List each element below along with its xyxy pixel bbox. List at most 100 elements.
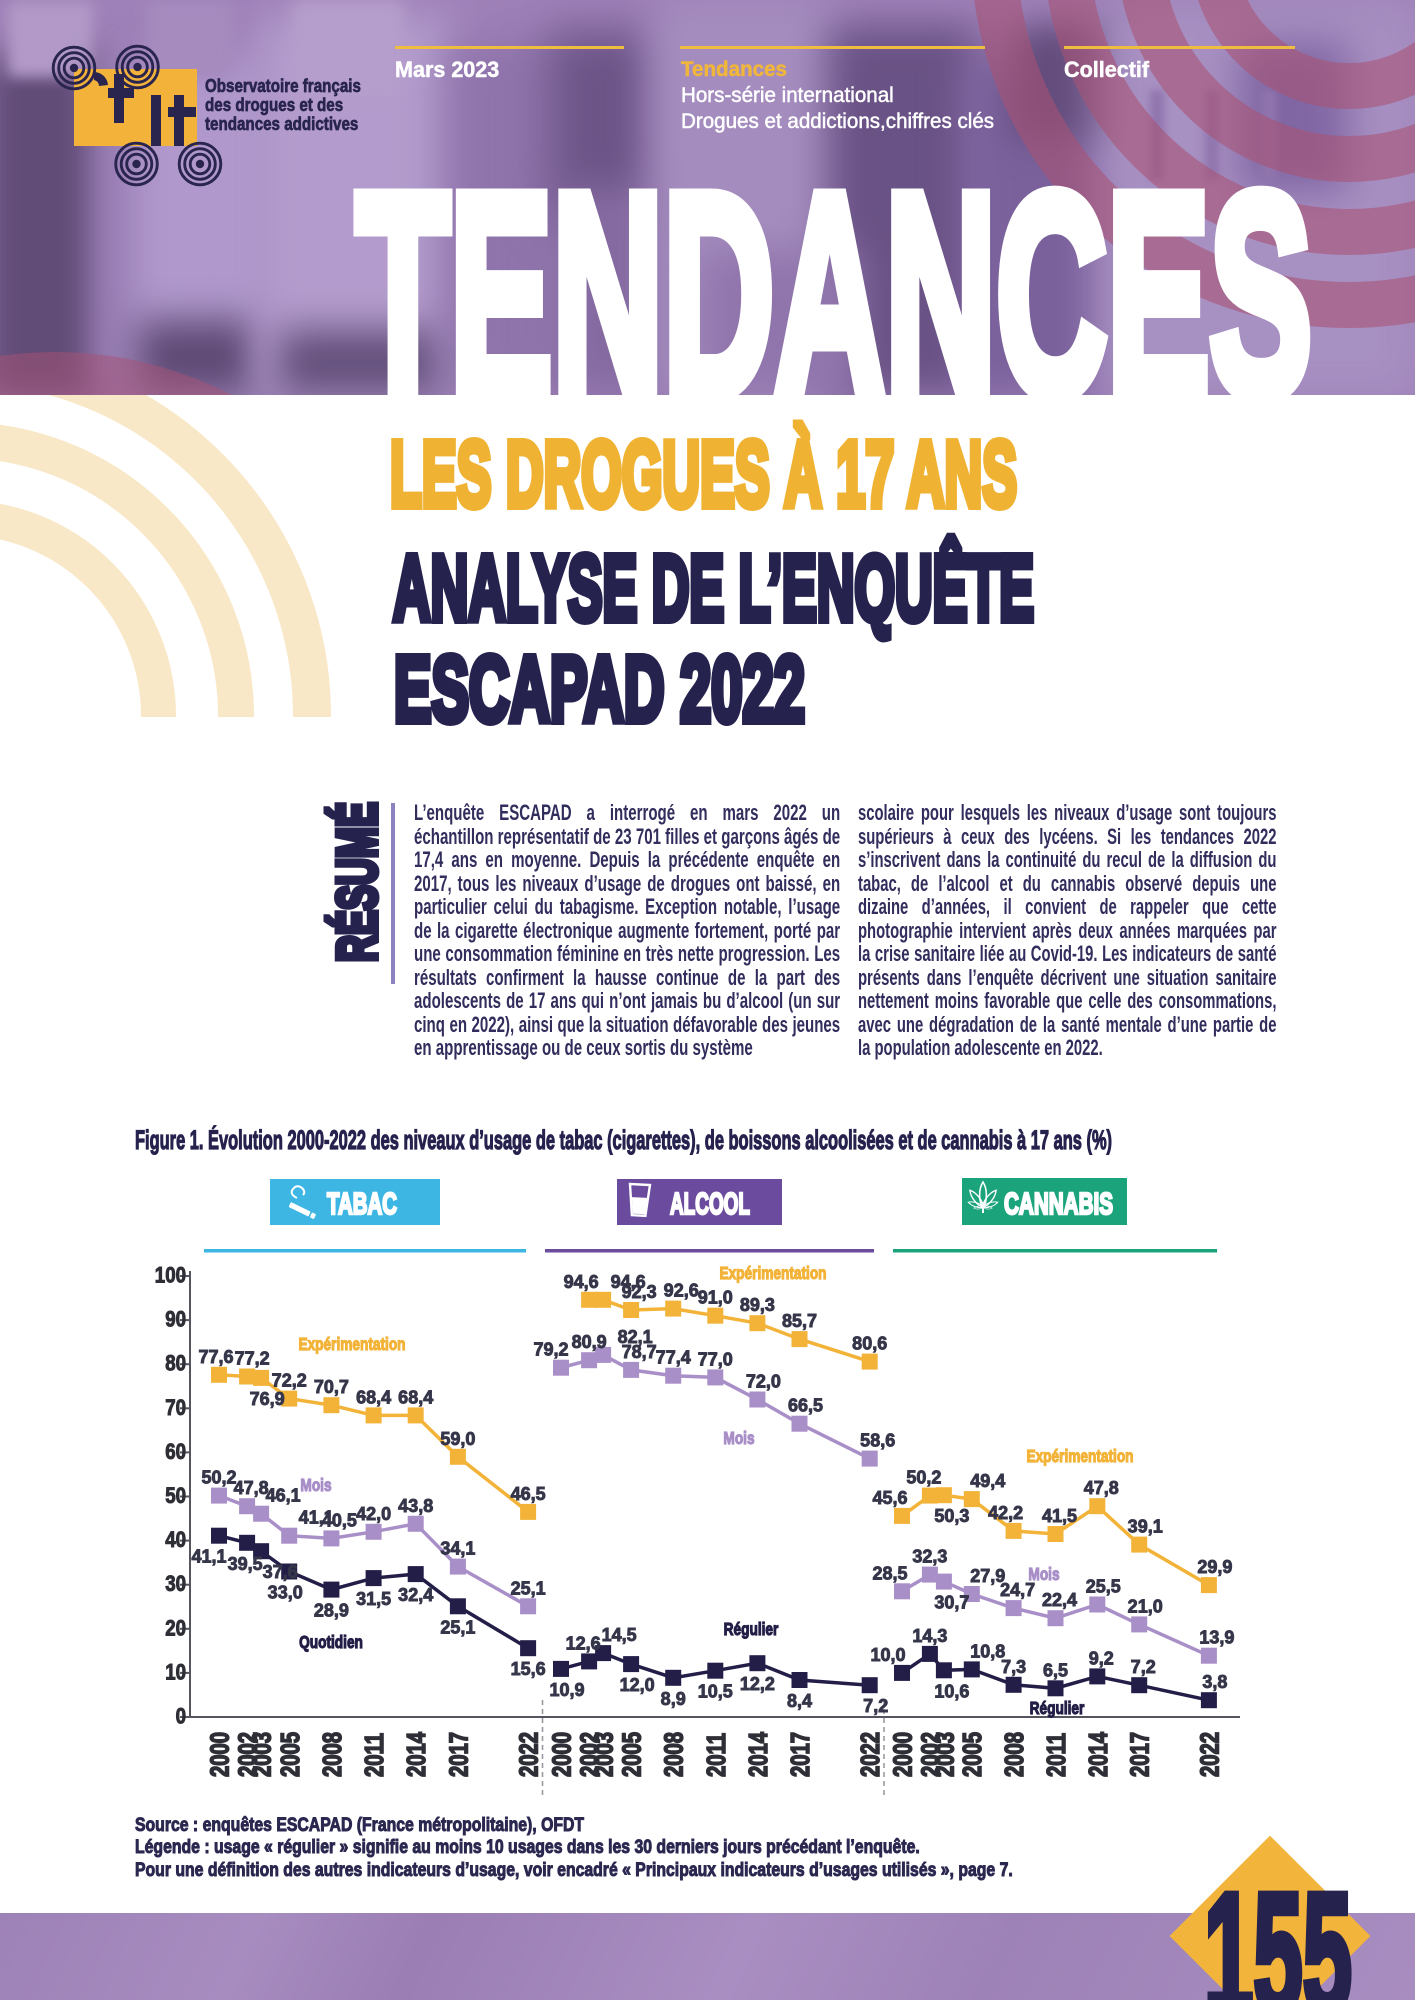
svg-text:2014: 2014 [402, 1732, 431, 1777]
svg-text:50,3: 50,3 [934, 1506, 969, 1526]
svg-text:37,6: 37,6 [263, 1562, 298, 1582]
svg-text:LES DROGUES À 17 ANS: LES DROGUES À 17 ANS [390, 422, 1017, 526]
svg-text:13,9: 13,9 [1199, 1628, 1234, 1648]
svg-text:28,9: 28,9 [314, 1601, 349, 1621]
svg-text:Régulier: Régulier [1030, 1699, 1085, 1718]
svg-text:80: 80 [165, 1352, 186, 1376]
svg-text:RÉSUMÉ: RÉSUMÉ [325, 802, 388, 962]
svg-text:32,4: 32,4 [398, 1585, 433, 1605]
svg-text:20: 20 [165, 1617, 186, 1641]
svg-text:31,5: 31,5 [356, 1589, 391, 1609]
svg-text:2008: 2008 [659, 1732, 688, 1777]
svg-text:27,9: 27,9 [970, 1566, 1005, 1586]
svg-text:3,8: 3,8 [1202, 1672, 1227, 1692]
svg-text:2003: 2003 [930, 1732, 959, 1777]
svg-text:90: 90 [165, 1308, 186, 1332]
svg-text:43,8: 43,8 [398, 1496, 433, 1516]
svg-text:78,7: 78,7 [622, 1342, 657, 1362]
svg-text:82,1: 82,1 [618, 1327, 653, 1347]
svg-text:29,9: 29,9 [1197, 1557, 1232, 1577]
svg-text:47,8: 47,8 [234, 1478, 269, 1498]
svg-text:2005: 2005 [958, 1732, 987, 1777]
svg-text:Quotidien: Quotidien [299, 1633, 363, 1652]
svg-text:33,0: 33,0 [268, 1583, 303, 1603]
svg-text:7,2: 7,2 [863, 1696, 888, 1716]
svg-text:50: 50 [165, 1485, 186, 1509]
svg-text:10: 10 [165, 1661, 186, 1685]
svg-text:CANNABIS: CANNABIS [1004, 1187, 1113, 1221]
svg-text:2002: 2002 [233, 1732, 262, 1777]
svg-text:Régulier: Régulier [724, 1620, 779, 1639]
svg-text:8,9: 8,9 [661, 1689, 686, 1709]
svg-text:77,2: 77,2 [235, 1349, 270, 1369]
svg-text:ALCOOL: ALCOOL [670, 1187, 750, 1221]
svg-text:70: 70 [165, 1396, 186, 1420]
svg-text:7,2: 7,2 [1131, 1657, 1156, 1677]
svg-text:40,5: 40,5 [322, 1510, 357, 1530]
svg-text:Observatoire français: Observatoire français [205, 76, 361, 97]
svg-text:39,5: 39,5 [228, 1554, 263, 1574]
svg-text:2022: 2022 [856, 1732, 885, 1777]
svg-text:10,0: 10,0 [870, 1645, 905, 1665]
svg-text:TABAC: TABAC [327, 1187, 397, 1221]
svg-text:39,1: 39,1 [1128, 1517, 1163, 1537]
svg-text:46,1: 46,1 [266, 1486, 301, 1506]
svg-text:42,0: 42,0 [356, 1504, 391, 1524]
svg-text:85,7: 85,7 [782, 1311, 817, 1331]
svg-text:80,9: 80,9 [572, 1332, 607, 1352]
svg-text:12,2: 12,2 [740, 1674, 775, 1694]
svg-text:41,1: 41,1 [299, 1508, 334, 1528]
svg-text:TENDANCES: TENDANCES [356, 134, 1312, 395]
svg-text:80,6: 80,6 [852, 1334, 887, 1354]
svg-text:8,4: 8,4 [787, 1691, 812, 1711]
svg-text:9,2: 9,2 [1089, 1648, 1114, 1668]
svg-text:2011: 2011 [360, 1733, 389, 1777]
svg-text:ANALYSE DE L’ENQUÊTE: ANALYSE DE L’ENQUÊTE [393, 536, 1034, 640]
svg-text:des drogues et des: des drogues et des [205, 95, 343, 116]
svg-text:21,0: 21,0 [1128, 1596, 1163, 1616]
svg-text:32,3: 32,3 [912, 1547, 947, 1567]
svg-text:41,5: 41,5 [1042, 1506, 1077, 1526]
svg-text:2014: 2014 [743, 1732, 772, 1777]
svg-text:25,1: 25,1 [440, 1617, 475, 1637]
svg-text:2000: 2000 [205, 1732, 234, 1777]
svg-text:2000: 2000 [547, 1732, 576, 1777]
svg-text:91,0: 91,0 [698, 1288, 733, 1308]
svg-text:94,6: 94,6 [564, 1272, 599, 1292]
svg-text:49,4: 49,4 [970, 1471, 1005, 1491]
svg-text:2022: 2022 [1195, 1732, 1224, 1777]
svg-text:155: 155 [1204, 1858, 1352, 2000]
svg-text:46,5: 46,5 [511, 1484, 546, 1504]
svg-text:30,7: 30,7 [934, 1593, 969, 1613]
svg-text:Mois: Mois [300, 1476, 331, 1495]
svg-text:25,1: 25,1 [511, 1578, 546, 1598]
svg-text:14,3: 14,3 [912, 1626, 947, 1646]
svg-text:2002: 2002 [575, 1732, 604, 1777]
svg-text:50,2: 50,2 [201, 1468, 236, 1488]
svg-text:100: 100 [155, 1264, 186, 1288]
svg-text:2017: 2017 [786, 1732, 815, 1777]
svg-text:Mois: Mois [723, 1429, 754, 1448]
svg-text:70,7: 70,7 [314, 1377, 349, 1397]
svg-text:30: 30 [165, 1573, 186, 1597]
svg-text:2002: 2002 [916, 1732, 945, 1777]
svg-text:14,5: 14,5 [602, 1625, 637, 1645]
svg-text:58,6: 58,6 [860, 1431, 895, 1451]
svg-text:2005: 2005 [275, 1732, 304, 1777]
svg-text:15,6: 15,6 [511, 1659, 546, 1679]
svg-text:10,5: 10,5 [698, 1682, 733, 1702]
svg-text:59,0: 59,0 [440, 1429, 475, 1449]
svg-text:Mois: Mois [1028, 1565, 1059, 1584]
svg-text:ESCAPAD 2022: ESCAPAD 2022 [394, 637, 805, 740]
svg-text:2000: 2000 [888, 1732, 917, 1777]
svg-text:2008: 2008 [1000, 1732, 1029, 1777]
svg-text:72,0: 72,0 [746, 1372, 781, 1392]
svg-text:2008: 2008 [317, 1732, 346, 1777]
svg-text:Expérimentation: Expérimentation [298, 1335, 405, 1354]
svg-text:tendances addictives: tendances addictives [205, 114, 358, 135]
svg-text:2022: 2022 [514, 1732, 543, 1777]
svg-text:60: 60 [165, 1441, 186, 1465]
svg-text:Expérimentation: Expérimentation [1026, 1447, 1133, 1466]
svg-text:92,3: 92,3 [622, 1282, 657, 1302]
svg-text:7,3: 7,3 [1001, 1657, 1026, 1677]
